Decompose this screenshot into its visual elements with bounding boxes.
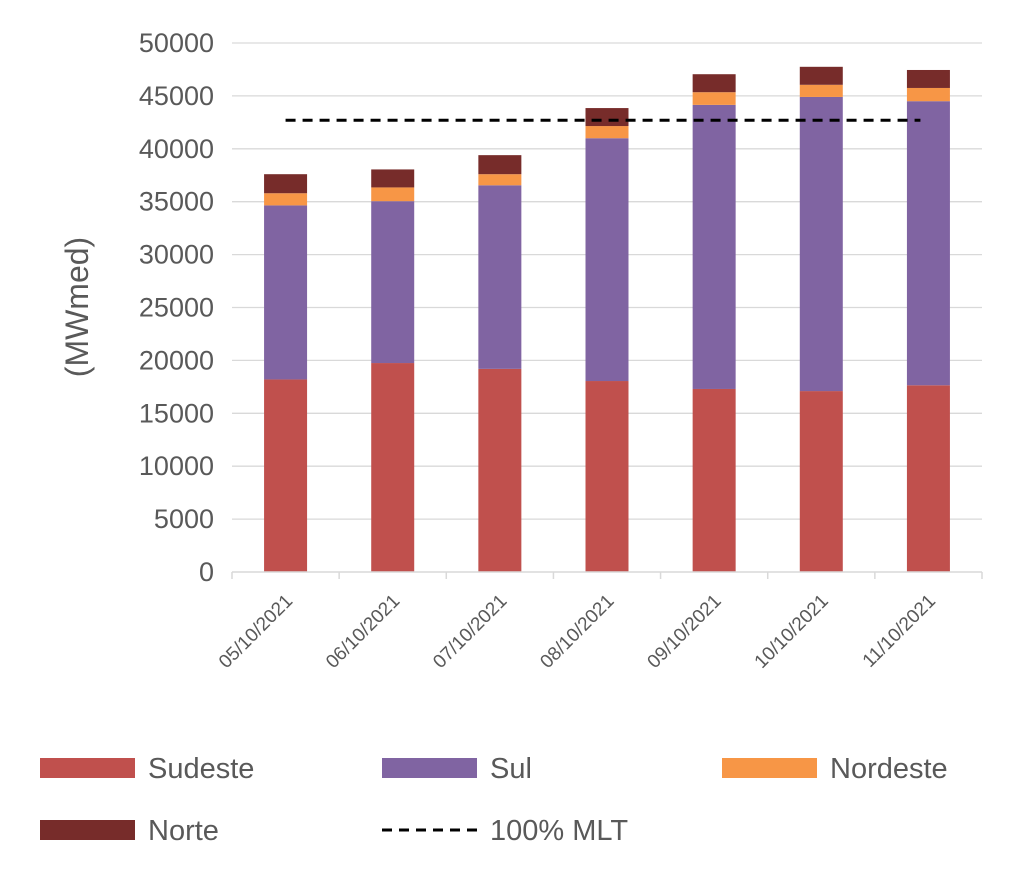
bar-nordeste-1 [264,193,308,206]
y-tick-label: 15000 [139,398,214,428]
legend-swatch-nordeste [722,758,817,778]
x-tick-label: 07/10/2021 [429,591,511,673]
y-tick-label: 25000 [139,293,214,323]
bar-sudeste-3 [478,368,522,572]
legend-label-mlt: 100% MLT [490,815,628,847]
bar-sul-2 [371,201,415,364]
y-tick-label: 30000 [139,240,214,270]
bar-sudeste-7 [906,385,950,572]
bar-nordeste-3 [478,174,522,186]
bar-sul-1 [264,205,308,380]
x-tick-label: 08/10/2021 [536,591,618,673]
legend-label-sul: Sul [490,753,532,785]
bar-norte-1 [264,174,308,194]
legend-swatch-sul [382,758,477,778]
y-tick-label: 10000 [139,451,214,481]
bar-nordeste-4 [585,126,629,139]
x-tick-label: 11/10/2021 [859,591,940,672]
y-tick-label: 45000 [139,81,214,111]
bar-norte-4 [585,108,629,127]
bar-sul-4 [585,138,629,382]
bar-nordeste-5 [692,92,736,105]
y-axis-label: (MWmed) [59,237,95,377]
y-tick-label: 20000 [139,345,214,375]
bar-norte-6 [799,66,843,85]
bar-sudeste-5 [692,388,736,572]
y-tick-label: 5000 [154,504,214,534]
bar-norte-2 [371,169,415,188]
legend-label-nordeste: Nordeste [830,753,948,785]
y-tick-label: 50000 [139,28,214,58]
bar-nordeste-7 [906,87,950,102]
bar-sudeste-6 [799,391,843,572]
x-tick-label: 05/10/2021 [215,591,297,673]
bar-norte-5 [692,74,736,93]
legend-label-norte: Norte [148,815,219,847]
bar-sudeste-2 [371,363,415,572]
y-tick-label: 40000 [139,134,214,164]
x-tick-label: 10/10/2021 [751,591,833,673]
bar-sul-3 [478,185,522,369]
x-tick-label: 06/10/2021 [322,591,404,673]
bar-sudeste-4 [585,381,629,572]
bar-sudeste-1 [264,379,308,572]
bar-sul-5 [692,104,736,389]
bars [264,66,950,572]
legend-swatch-sudeste [40,758,135,778]
x-tick-label: 09/10/2021 [644,591,726,673]
bar-nordeste-2 [371,187,415,202]
bar-sul-7 [906,101,950,386]
bar-norte-7 [906,69,950,88]
y-tick-label: 0 [199,557,214,587]
bar-nordeste-6 [799,84,843,97]
legend-label-sudeste: Sudeste [148,753,254,785]
bar-norte-3 [478,155,522,175]
y-tick-label: 35000 [139,187,214,217]
legend: Sudeste Sul Nordeste Norte 100% MLT [40,753,948,847]
bar-sul-6 [799,96,843,392]
legend-swatch-norte [40,820,135,840]
